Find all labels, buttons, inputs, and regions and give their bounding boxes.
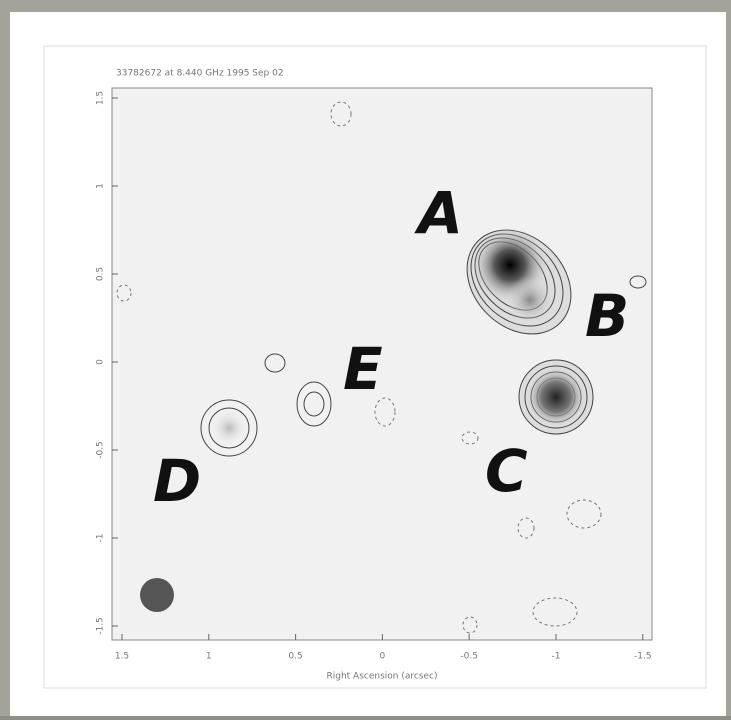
source-c bbox=[526, 367, 586, 427]
figure-title: 33782672 at 8.440 GHz 1995 Sep 02 bbox=[116, 69, 284, 79]
x-tick-label: 1.5 bbox=[115, 652, 129, 662]
component-label: E bbox=[343, 335, 383, 403]
x-tick-label: -1 bbox=[552, 652, 561, 662]
x-tick-label: 0 bbox=[380, 652, 386, 662]
source-b bbox=[506, 276, 554, 324]
component-label: D bbox=[153, 447, 201, 515]
y-tick-label: 1.5 bbox=[96, 91, 106, 105]
source-d bbox=[211, 410, 247, 446]
x-axis-label: Right Ascension (arcsec) bbox=[326, 672, 437, 682]
component-label: A bbox=[414, 179, 463, 247]
y-tick-label: -0.5 bbox=[96, 441, 106, 459]
y-tick-label: 1 bbox=[96, 183, 106, 189]
y-tick-label: 0 bbox=[96, 359, 106, 365]
page: 33782672 at 8.440 GHz 1995 Sep 02 1.5 1 0.… bbox=[0, 0, 731, 716]
x-tick-label: -1.5 bbox=[634, 652, 652, 662]
x-tick-label: -0.5 bbox=[460, 652, 478, 662]
figure: 33782672 at 8.440 GHz 1995 Sep 02 1.5 1 0.… bbox=[0, 0, 731, 716]
y-tick-label: -1 bbox=[96, 534, 106, 543]
component-label: B bbox=[585, 282, 629, 350]
beam bbox=[140, 578, 174, 612]
x-tick-label: 1 bbox=[206, 652, 212, 662]
y-tick-label: 0.5 bbox=[96, 267, 106, 281]
y-tick-label: -1.5 bbox=[96, 617, 106, 635]
component-label: C bbox=[485, 437, 528, 505]
x-tick-label: 0.5 bbox=[288, 652, 302, 662]
